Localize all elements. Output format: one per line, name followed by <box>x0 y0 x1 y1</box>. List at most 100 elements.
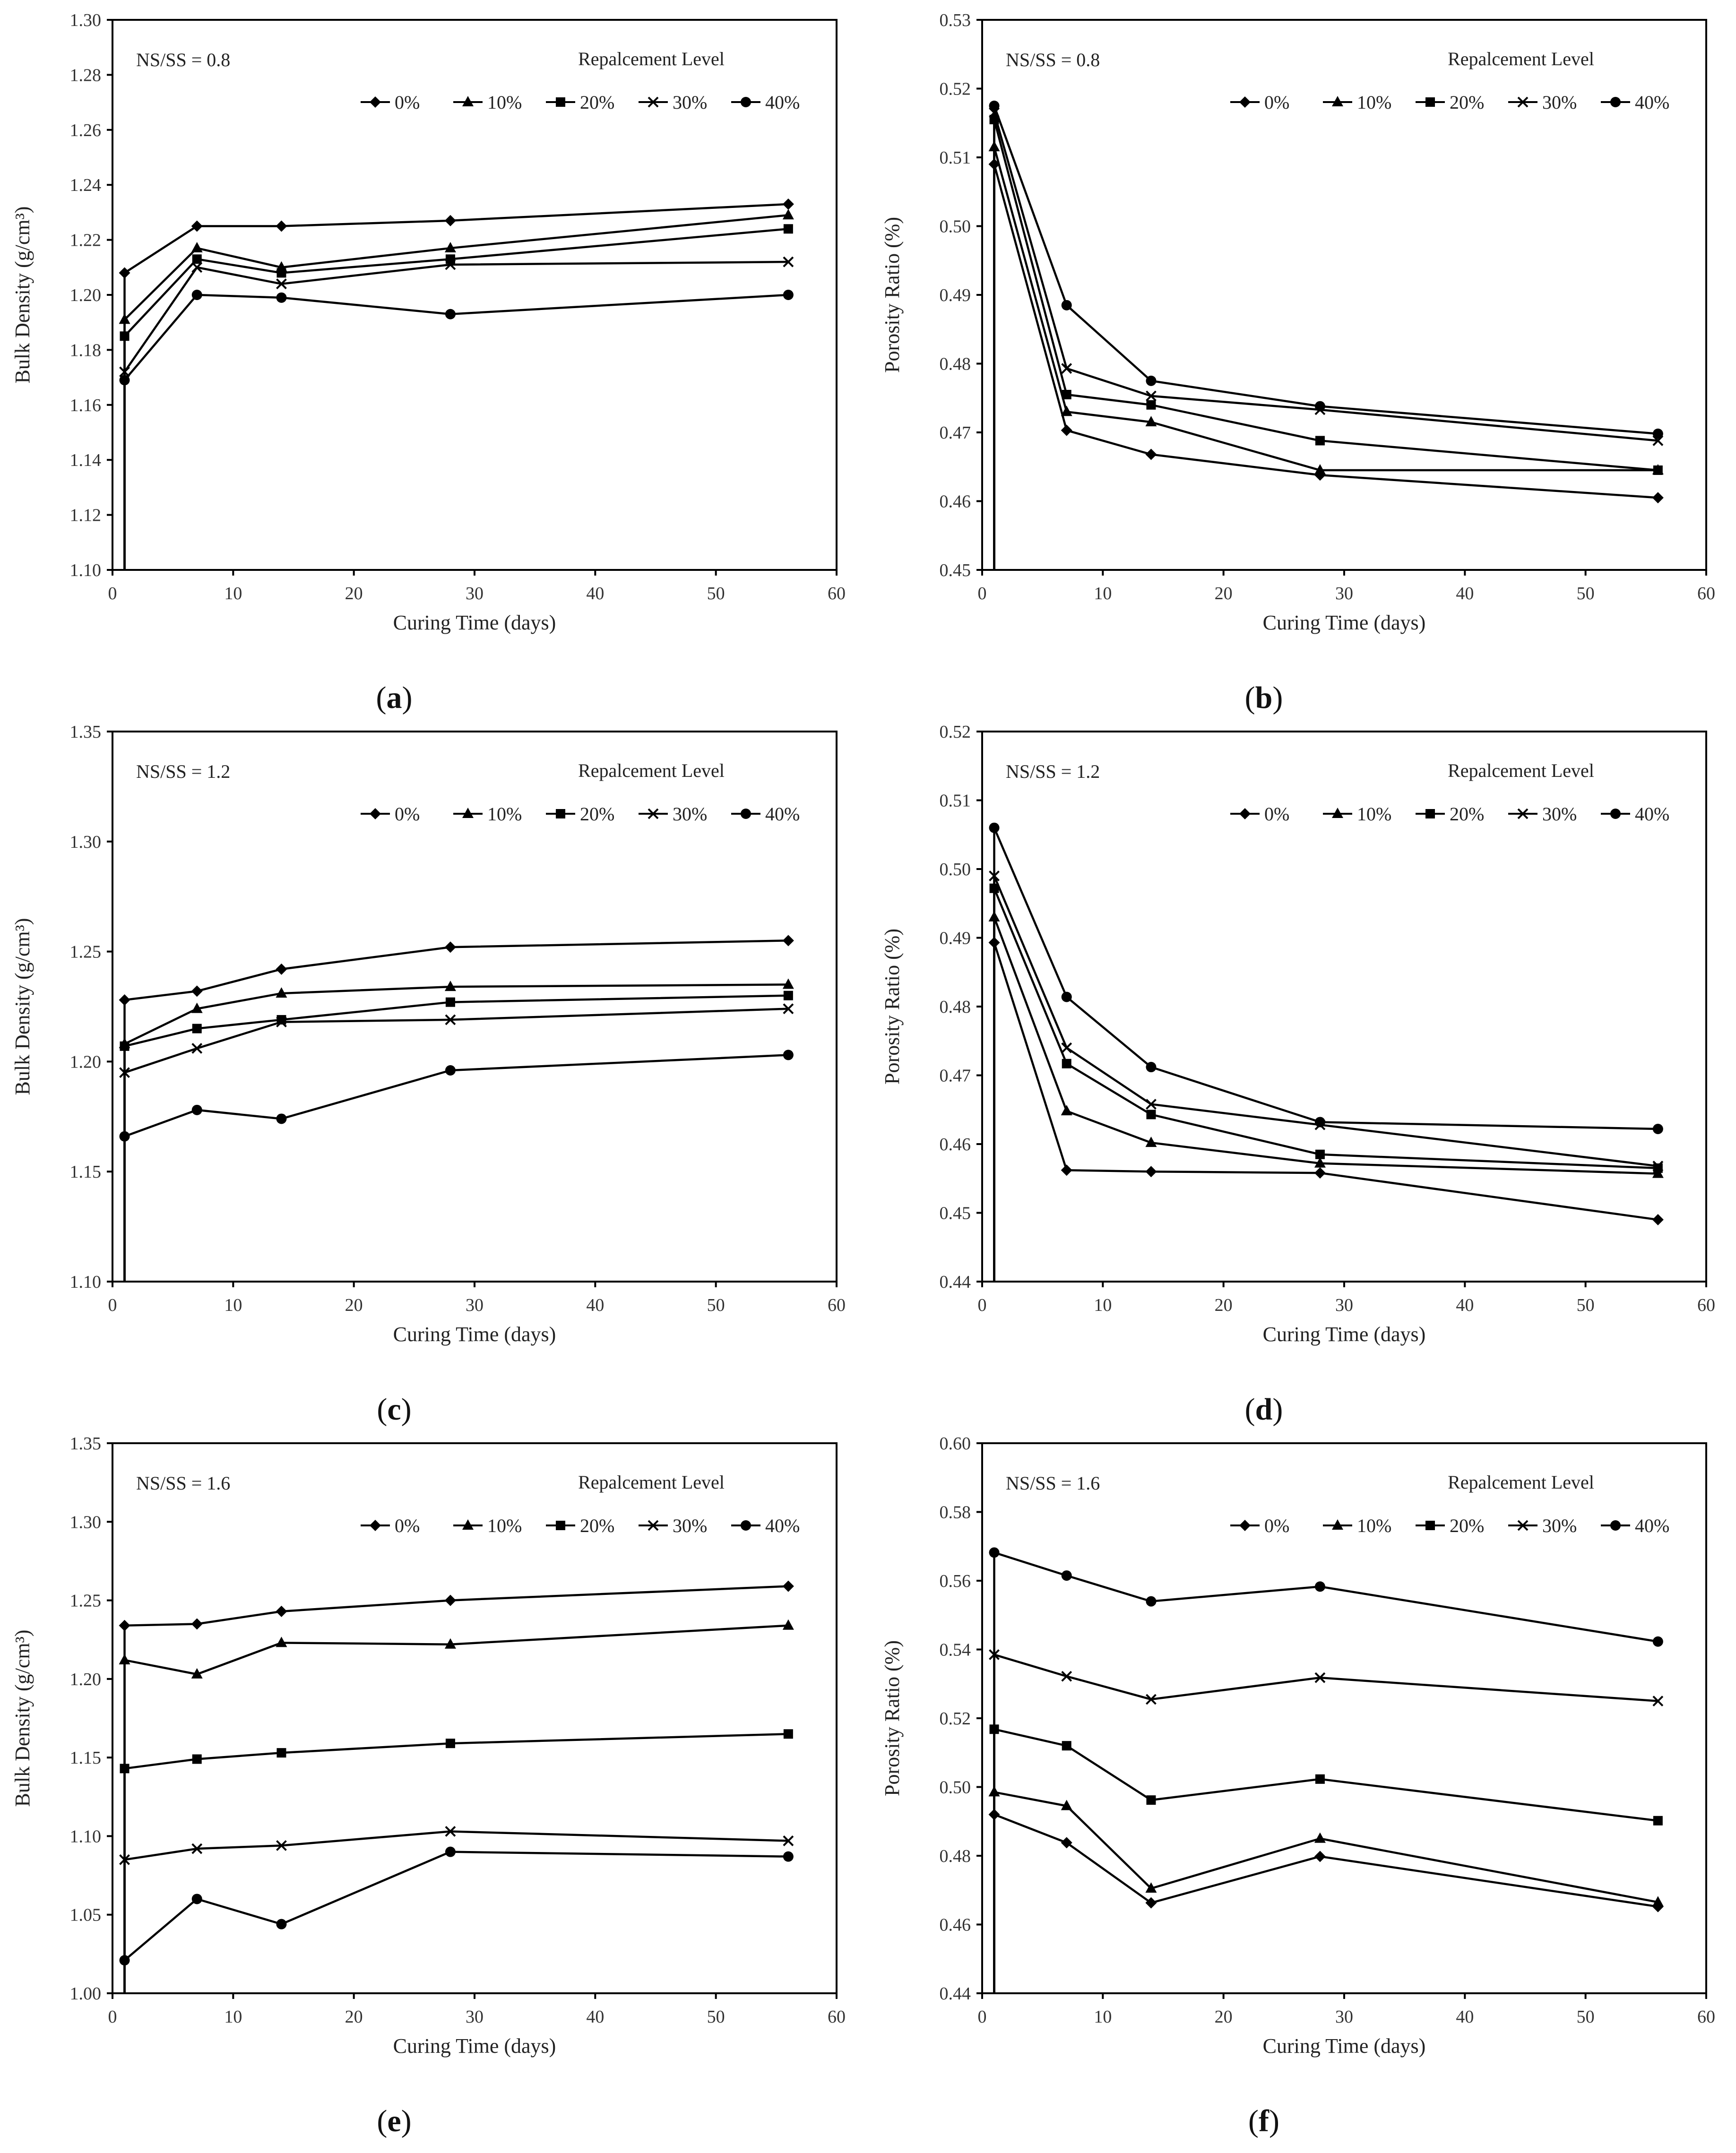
series-line-1 <box>123 983 788 1282</box>
x-tick-label: 50 <box>1577 1295 1595 1315</box>
x-tick-label: 10 <box>1094 584 1112 603</box>
legend-label: 10% <box>1357 92 1391 113</box>
x-axis-label: Curing Time (days) <box>1263 611 1426 634</box>
legend-label: 30% <box>1542 1515 1577 1536</box>
x-axis-label: Curing Time (days) <box>1263 1323 1426 1346</box>
y-tick-label: 0.45 <box>940 560 971 580</box>
y-tick-label: 0.48 <box>940 1846 971 1866</box>
data-point-circle <box>989 1547 1000 1558</box>
y-tick-label: 0.45 <box>940 1204 971 1223</box>
y-tick-label: 1.30 <box>70 832 102 852</box>
legend-marker-x-stroke-2 <box>1517 808 1529 819</box>
data-point-circle <box>1061 991 1072 1002</box>
data-point-x <box>191 262 203 273</box>
x-tick-label: 10 <box>224 1295 242 1315</box>
data-point-circle <box>1061 300 1072 310</box>
y-tick-label: 1.25 <box>70 1591 102 1611</box>
caption-open-paren: ( <box>1245 1392 1255 1427</box>
data-point-triangle <box>191 1002 203 1013</box>
x-tick-label: 40 <box>1456 1295 1474 1315</box>
y-tick-label: 0.46 <box>940 1135 971 1154</box>
data-point-circle <box>119 375 130 386</box>
data-point-x-stroke-2 <box>1061 1671 1072 1682</box>
data-point-x <box>1146 1099 1157 1110</box>
y-tick-label: 0.44 <box>940 1272 971 1292</box>
y-tick-label: 1.10 <box>70 1826 102 1846</box>
series-line-2 <box>123 228 789 570</box>
data-point-circle <box>989 822 1000 833</box>
series-line-4 <box>993 827 1658 1282</box>
data-point-triangle <box>1314 464 1326 475</box>
data-point-x-stroke-2 <box>119 1067 130 1078</box>
series-line-2 <box>993 887 1658 1282</box>
y-axis-label: Porosity Ratio (%) <box>881 1640 904 1796</box>
x-tick-label: 20 <box>1215 584 1233 603</box>
y-tick-label: 1.15 <box>70 1162 102 1182</box>
y-tick-label: 0.46 <box>940 492 971 512</box>
ns-ss-annotation: NS/SS = 1.2 <box>1006 761 1100 782</box>
data-point-triangle <box>444 981 456 991</box>
data-point-square <box>1315 1149 1325 1159</box>
legend-marker-triangle <box>462 808 474 818</box>
y-tick-label: 1.20 <box>70 285 102 305</box>
y-tick-label: 1.28 <box>70 65 102 85</box>
legend-marker-square <box>556 809 565 818</box>
legend-marker-circle <box>1610 1520 1621 1531</box>
legend-label: 0% <box>1264 1515 1289 1536</box>
legend-label: 40% <box>1635 803 1669 825</box>
legend-label: 20% <box>580 803 614 825</box>
data-point-diamond <box>276 963 287 975</box>
legend-marker-x-stroke-2 <box>648 1520 659 1531</box>
data-point-triangle <box>119 313 130 324</box>
y-axis-label: Porosity Ratio (%) <box>881 217 904 373</box>
y-tick-label: 0.54 <box>940 1640 971 1660</box>
data-point-circle <box>276 292 287 303</box>
x-tick-label: 0 <box>108 584 117 603</box>
y-tick-label: 1.18 <box>70 340 102 360</box>
y-axis-label: Porosity Ratio (%) <box>881 929 904 1085</box>
series-line-3 <box>123 1008 788 1282</box>
y-tick-label: 1.16 <box>70 396 102 415</box>
legend-marker-x-stroke-2 <box>1517 1520 1529 1531</box>
data-point-x <box>445 259 456 270</box>
data-point-x-stroke-2 <box>276 1016 287 1028</box>
caption-open-paren: ( <box>1245 680 1255 715</box>
legend-marker-diamond <box>1239 808 1251 819</box>
panel-caption: (c) <box>377 1392 411 1427</box>
x-tick-label: 30 <box>466 2007 484 2027</box>
data-point-diamond <box>1145 1166 1157 1178</box>
x-tick-label: 60 <box>828 2007 846 2027</box>
y-tick-label: 1.10 <box>70 560 102 580</box>
y-tick-label: 0.47 <box>940 1066 971 1086</box>
data-point-square <box>276 1748 286 1758</box>
data-point-x <box>191 1843 203 1854</box>
data-point-circle <box>1314 401 1325 412</box>
y-tick-label: 1.14 <box>70 450 102 470</box>
legend-label: 0% <box>395 92 420 113</box>
legend-label: 0% <box>1264 803 1289 825</box>
legend-marker-square <box>1425 809 1435 818</box>
panel-caption: (d) <box>1245 1392 1283 1427</box>
x-tick-label: 40 <box>586 2007 604 2027</box>
data-point-square <box>1146 1110 1156 1120</box>
x-tick-label: 0 <box>108 1295 117 1315</box>
data-point-x-stroke-2 <box>445 1826 456 1837</box>
legend-marker-diamond <box>370 808 381 819</box>
data-point-x <box>1652 1161 1664 1171</box>
data-point-diamond <box>1652 492 1664 504</box>
data-point-x-stroke-2 <box>1146 390 1157 402</box>
x-tick-label: 40 <box>586 1295 604 1315</box>
data-point-x-stroke-2 <box>191 1843 203 1854</box>
legend-marker-diamond <box>1239 96 1251 108</box>
y-tick-label: 1.35 <box>70 722 102 742</box>
legend-label: 20% <box>1450 1515 1484 1536</box>
caption-letter: f <box>1259 2104 1270 2138</box>
data-point-diamond <box>444 941 456 953</box>
legend-marker-x-stroke-2 <box>1517 96 1529 108</box>
caption-close-paren: ) <box>401 2104 412 2138</box>
legend-label: 40% <box>765 92 800 113</box>
legend-marker-triangle <box>462 1519 474 1530</box>
chart-panel-a: 1.10 1.12 1.14 1.16 1.18 1.20 1.22 1.24 1.26 1.28… <box>11 10 846 715</box>
legend-marker-diamond <box>1239 1520 1251 1531</box>
ns-ss-annotation: NS/SS = 1.2 <box>136 761 230 782</box>
